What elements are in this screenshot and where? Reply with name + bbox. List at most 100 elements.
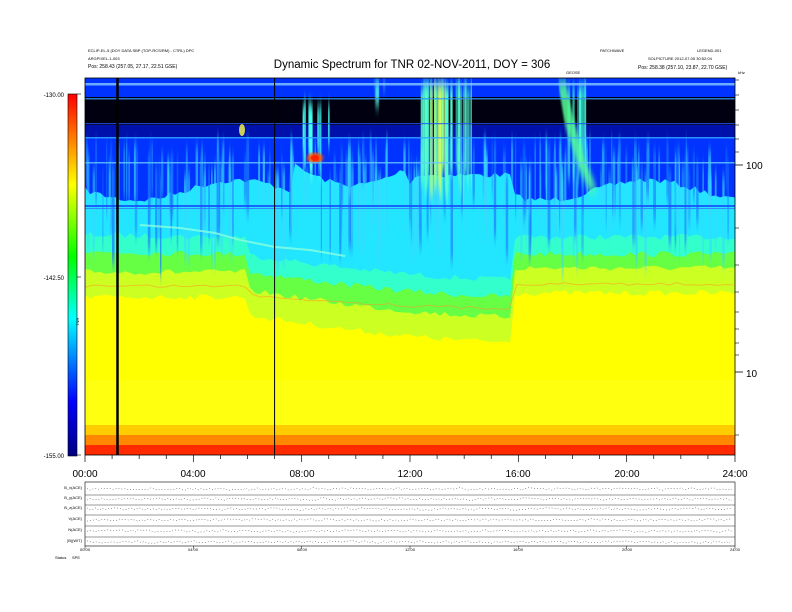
burst-streak [469, 89, 471, 174]
spectral-streak [160, 176, 162, 275]
spectral-streak [123, 146, 126, 197]
spectral-streak [214, 165, 216, 265]
spectral-streak [419, 174, 422, 248]
spectral-streak [600, 168, 602, 222]
burst-streak [426, 80, 429, 182]
colorbar-tick-label: -130.00 [44, 93, 65, 99]
solar-wind-rows [84, 487, 736, 549]
solar-wind-trace [86, 487, 733, 491]
spectral-streak [534, 142, 536, 206]
lower-x-tick-label: 20:00 [622, 547, 633, 552]
burst-streak [373, 80, 377, 83]
interference-band [85, 205, 735, 207]
spectral-streak [614, 152, 617, 212]
spectral-streak [450, 169, 453, 261]
spectral-streak [413, 166, 416, 259]
spectral-streak [613, 152, 615, 226]
spectral-streak [281, 156, 283, 214]
spectral-streak [511, 140, 514, 188]
spectral-streak [282, 169, 286, 265]
spectrogram-plot [85, 78, 735, 455]
interference-band [85, 83, 735, 86]
spectral-streak [709, 173, 712, 257]
spectral-streak [369, 137, 372, 224]
burst-streak [470, 80, 472, 185]
spectral-streak [361, 140, 365, 181]
spectral-streak [426, 157, 429, 234]
burst-streak [328, 104, 330, 146]
spectral-streak [692, 153, 695, 200]
spectral-streak [306, 171, 309, 213]
series-label: N(ACE) [68, 527, 82, 532]
spectral-streak [195, 146, 199, 228]
spectral-streak [302, 143, 305, 213]
spectral-streak [267, 174, 271, 225]
spectral-streak [515, 140, 517, 214]
spectral-streak [565, 149, 567, 222]
spectral-streak [520, 164, 523, 255]
colorbar-gradient [68, 94, 77, 456]
emission-ridge [85, 282, 734, 310]
burst-streak [437, 81, 440, 171]
spectral-streak [505, 176, 509, 257]
spectral-streak [108, 161, 111, 227]
spectral-streak [185, 148, 188, 207]
burst-streak [445, 87, 449, 193]
corner-label: kHz [738, 70, 745, 75]
spectral-streak [203, 173, 207, 241]
spectral-streak [696, 161, 699, 223]
lower-time-labels: 00:00 04:00 08:00 12:00 16:00 20:00 24:0… [80, 547, 741, 552]
lower-x-tick-label: 24:00 [730, 547, 741, 552]
spectral-streak [522, 145, 526, 220]
x-tick-label: 20:00 [614, 469, 639, 480]
spectral-streak [725, 147, 728, 191]
spectral-streak [345, 156, 348, 243]
colorbar: -130.00 -142.50 -155.00 TNR [44, 93, 81, 460]
spectral-streak [618, 139, 622, 222]
spectral-streak [605, 148, 607, 225]
spectral-streak [320, 171, 322, 254]
spectral-streak [92, 169, 95, 252]
spectral-streak [573, 156, 575, 252]
spectral-streak [644, 173, 647, 269]
header-right-line-1: PATCHWAVE [600, 48, 625, 53]
header-right-line-4: Pos: 258.38 (257.10, 23.87, 22.70 GSE) [638, 65, 728, 71]
layer-orange-soft [85, 425, 735, 437]
spectral-streak [106, 143, 108, 214]
y-tick-label: 10 [746, 369, 758, 380]
spectral-streak [85, 141, 88, 188]
burst-streak [458, 80, 460, 177]
solar-wind-trace [86, 497, 733, 501]
solar-wind-trace [86, 529, 733, 533]
burst-streak [308, 107, 311, 149]
spectral-streak [483, 137, 487, 215]
series-label: B_x(ACE) [64, 485, 82, 490]
spectral-streak [685, 150, 689, 230]
header-right-line-3: SOLPICTURE 2012-07-05 30:52:04 [648, 56, 713, 61]
burst-streak [309, 105, 313, 178]
event-label: GEOSE [566, 70, 581, 75]
burst-streak [462, 86, 465, 201]
burst-streak [582, 87, 584, 154]
lower-x-tick-label: 08:00 [297, 547, 308, 552]
spectral-streak [384, 146, 388, 232]
vertical-markers [116, 78, 276, 455]
spectral-streak [166, 160, 170, 215]
spectrogram-streaks [85, 80, 729, 277]
spectral-streak [221, 145, 225, 198]
spectral-streak [434, 165, 437, 236]
spectral-streak [149, 138, 152, 213]
spectral-streak [133, 145, 136, 202]
x-tick-label: 00:00 [72, 469, 97, 480]
spectral-streak [208, 166, 210, 238]
burst-streak [442, 84, 446, 171]
burst-streak [420, 88, 424, 184]
spectral-streak [638, 151, 640, 213]
spectral-streak [275, 171, 278, 234]
series-label: V(ACE) [68, 516, 82, 521]
spectral-streak [559, 137, 562, 209]
spectral-streak [134, 141, 138, 236]
spectral-streak [702, 165, 704, 261]
spectral-streak [646, 145, 649, 196]
